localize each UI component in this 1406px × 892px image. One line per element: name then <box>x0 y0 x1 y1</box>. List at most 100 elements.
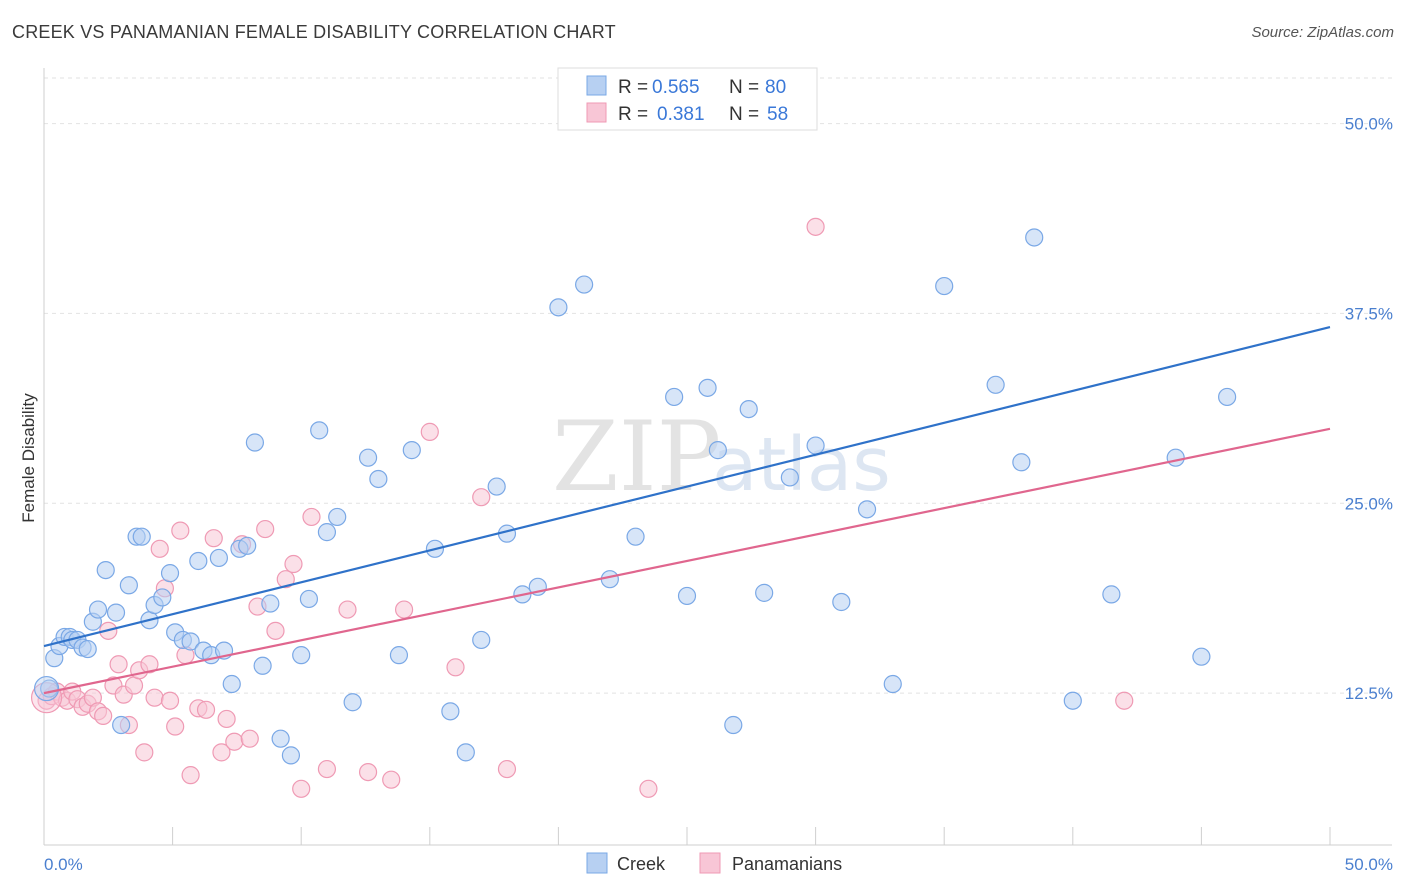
panamanians-point <box>276 570 295 589</box>
panamanians-point <box>806 217 825 236</box>
panamanians-point <box>94 706 113 726</box>
creek-legend-label: Creek <box>617 854 666 874</box>
creek-n-value: 80 <box>765 77 786 98</box>
panamanians-points <box>30 217 1134 798</box>
creek-point <box>935 276 954 296</box>
panamanians-point <box>171 521 190 540</box>
panamanians-point <box>160 691 180 710</box>
panamanians-point <box>181 766 200 785</box>
creek-point <box>271 729 290 748</box>
creek-point <box>626 527 645 546</box>
x-tick-labels: 0.0% 50.0% <box>44 855 1393 874</box>
creek-point <box>238 536 257 555</box>
panamanians-point <box>446 658 465 677</box>
creek-point <box>724 715 743 735</box>
creek-point <box>739 400 758 419</box>
panamanians-point <box>204 529 223 548</box>
creek-point <box>857 500 877 519</box>
creek-point <box>181 632 200 651</box>
creek-point <box>189 551 208 571</box>
creek-point <box>119 576 138 595</box>
creek-point <box>832 592 851 612</box>
panamanians-point <box>497 759 517 779</box>
panamanians-point <box>225 732 244 751</box>
creek-point <box>677 586 697 606</box>
y-tick-label: 37.5% <box>1345 304 1393 323</box>
creek-point <box>806 436 825 455</box>
creek-point <box>575 275 594 294</box>
panamanians-point <box>317 759 337 779</box>
panamanians-n-label: N = <box>729 104 759 125</box>
watermark: ZIP atlas <box>552 401 891 513</box>
creek-point <box>96 560 115 580</box>
panamanians-r-label: R = <box>618 104 648 125</box>
creek-point <box>358 448 378 467</box>
creek-point <box>261 594 280 613</box>
creek-point <box>549 298 568 317</box>
creek-r-value: 0.565 <box>652 77 700 98</box>
creek-point <box>1063 691 1082 710</box>
creek-point <box>343 693 362 712</box>
creek-point <box>665 387 684 407</box>
panamanians-point <box>166 717 185 736</box>
bottom-legend: Creek Panamanians <box>586 852 842 874</box>
creek-point <box>1012 453 1031 472</box>
panamanians-point <box>196 700 216 719</box>
creek-point <box>1025 228 1044 247</box>
panamanians-point <box>212 743 231 762</box>
y-tick-label: 25.0% <box>1345 494 1393 513</box>
panamanians-point <box>266 621 285 640</box>
panamanians-point <box>639 779 658 798</box>
creek-point <box>106 603 126 622</box>
grid-lines <box>44 77 1392 694</box>
creek-n-label: N = <box>729 77 759 98</box>
y-tick-label: 12.5% <box>1345 684 1393 703</box>
creek-point <box>755 583 774 602</box>
creek-point <box>708 441 727 460</box>
creek-point <box>698 378 717 397</box>
creek-legend-swatch <box>586 75 607 96</box>
creek-trend-line <box>43 326 1331 648</box>
panamanians-point <box>420 422 439 441</box>
stats-legend: R = 0.565 N = 80 R = 0.381 N = 58 <box>557 67 818 131</box>
panamanians-point <box>1115 691 1134 710</box>
creek-point <box>245 433 265 452</box>
creek-point <box>369 469 388 489</box>
creek-point <box>441 702 460 721</box>
creek-point <box>1218 387 1237 407</box>
chart-title: CREEK VS PANAMANIAN FEMALE DISABILITY CO… <box>12 22 616 42</box>
panamanians-point <box>256 519 275 539</box>
creek-point <box>600 570 619 589</box>
axes <box>43 68 1392 846</box>
panamanians-point <box>292 779 311 798</box>
panamanians-point <box>284 554 303 574</box>
panamanians-point <box>109 655 128 674</box>
creek-point <box>209 548 228 568</box>
panamanians-trend-line <box>43 427 1331 695</box>
creek-point <box>1192 647 1211 666</box>
creek-point-cluster <box>33 675 60 702</box>
panamanians-point <box>135 743 154 762</box>
panamanians-point <box>240 729 259 748</box>
creek-point <box>112 715 131 735</box>
creek-point <box>310 421 329 440</box>
watermark-atlas: atlas <box>712 422 891 508</box>
y-axis-label: Female Disability <box>19 393 38 523</box>
creek-point <box>472 630 491 650</box>
creek-point <box>299 589 319 609</box>
creek-point <box>986 375 1005 394</box>
panamanians-point <box>145 688 164 707</box>
panamanians-point <box>338 600 357 619</box>
creek-r-label: R = <box>618 77 648 98</box>
creek-swatch <box>586 852 608 874</box>
panamanians-point <box>217 709 236 729</box>
y-tick-labels: 12.5% 25.0% 37.5% 50.0% <box>1345 115 1393 704</box>
panamanians-point <box>140 655 159 674</box>
panamanians-point <box>302 507 321 527</box>
creek-point <box>1102 585 1121 604</box>
creek-point <box>160 564 180 583</box>
creek-point <box>1166 448 1185 467</box>
creek-point <box>132 527 151 546</box>
watermark-zip: ZIP <box>552 401 721 513</box>
